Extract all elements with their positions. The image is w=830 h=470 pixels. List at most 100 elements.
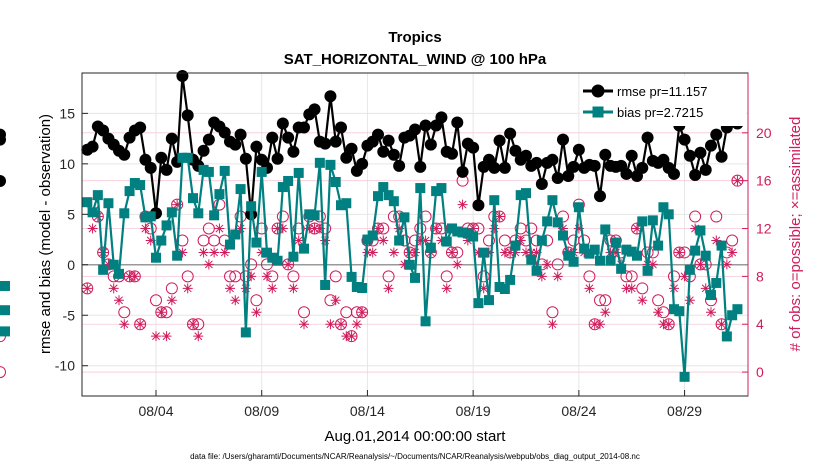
obs-assimilated-marker [129,271,140,282]
bias-marker [230,229,241,240]
obs-possible-marker [419,210,432,223]
obs-possible-marker [245,258,258,271]
bias-marker [346,271,357,282]
rmse-marker [176,70,189,83]
obs-possible-marker [187,318,199,331]
bias-marker [92,190,103,201]
rmse-marker [689,168,702,181]
bias-marker [515,190,526,201]
bias-marker [605,255,616,266]
legend-box [580,76,746,126]
rmse-marker [271,152,284,165]
rmse-marker [451,116,464,129]
obs-assimilated-marker [700,283,711,294]
rmse-marker [0,175,6,188]
rmse-marker [335,121,347,134]
obs-possible-marker [282,258,295,271]
bias-marker [600,224,611,235]
obs-assimilated-marker [674,247,685,258]
y-tick-label: -10 [55,358,75,374]
obs-assimilated-marker [283,259,294,270]
bias-marker [721,331,732,342]
rmse-marker [393,159,406,172]
rmse-marker [551,171,564,184]
bias-marker [478,247,489,258]
obs-assimilated-marker [373,223,383,234]
obs-assimilated-marker [246,271,257,282]
obs-assimilated-marker [695,259,706,270]
y-tick-label: 5 [67,206,75,222]
bias-marker [732,304,743,315]
rmse-marker [520,149,532,162]
obs-possible-marker [620,270,633,283]
bias-marker [595,255,605,266]
x-tick-label: 08/19 [456,403,491,419]
rmse-marker [377,145,390,158]
obs-assimilated-marker [489,223,500,234]
bias-marker [87,207,98,218]
rmse-marker [472,199,485,212]
bias-marker [669,304,679,315]
bias-marker [251,237,262,248]
bias-marker [235,184,246,195]
obs-possible-marker [652,294,665,307]
x-tick-label: 08/09 [244,403,279,419]
rmse-marker [694,146,707,159]
bias-marker [711,277,722,288]
obs-assimilated-marker [351,319,362,330]
bias-marker [658,202,669,213]
obs-assimilated-marker [647,259,658,270]
obs-possible-marker [446,246,458,259]
obs-assimilated-marker [235,223,246,234]
obs-assimilated-marker [415,235,426,246]
rmse-marker [324,90,337,103]
bias-marker [436,183,447,194]
obs-possible-marker [440,270,453,283]
obs-assimilated-marker [108,283,119,294]
rmse-marker [239,152,252,165]
obs-assimilated-marker [558,223,568,234]
obs-possible-marker [224,270,236,283]
obs-assimilated-marker [573,223,584,234]
y2-tick-label: 16 [756,173,772,189]
rmse-marker [308,103,321,116]
rmse-marker [287,145,300,158]
obs-possible-marker [372,222,384,235]
obs-assimilated-marker [706,307,716,318]
legend-rmse-label: rmse pr=11.157 [617,84,707,99]
rmse-marker [282,131,295,144]
bias-marker [563,250,574,261]
obs-assimilated-marker [357,307,368,318]
obs-possible-marker [646,246,659,259]
bias-marker [404,259,415,270]
bias-marker [140,212,151,223]
bias-marker [336,200,346,211]
bias-marker [468,231,479,242]
bias-marker [214,189,225,200]
obs-possible-marker [134,318,147,331]
bias-marker [177,152,188,163]
rmse-marker [229,138,242,151]
rmse-marker [0,133,6,146]
bias-marker [267,252,278,263]
bias-marker [82,197,93,208]
bias-marker [616,263,627,274]
obs-assimilated-marker [172,199,183,210]
obs-assimilated-marker [299,319,309,330]
obs-assimilated-marker [92,211,103,222]
bias-marker [351,281,362,292]
bias-marker [256,166,267,177]
rmse-marker [620,167,633,180]
rmse-marker [155,151,168,164]
x-axis-label: Aug.01,2014 00:00:00 start [325,428,507,445]
obs-possible-marker [250,294,263,307]
obs-assimilated-marker [240,283,251,294]
rmse-marker [202,133,215,146]
obs-assimilated-marker [447,247,457,258]
rmse-marker [250,140,263,153]
obs-possible-marker [594,294,606,307]
obs-assimilated-marker [309,223,320,234]
obs-assimilated-marker [256,247,267,258]
bias-marker [647,215,658,226]
obs-assimilated-marker [293,235,304,246]
